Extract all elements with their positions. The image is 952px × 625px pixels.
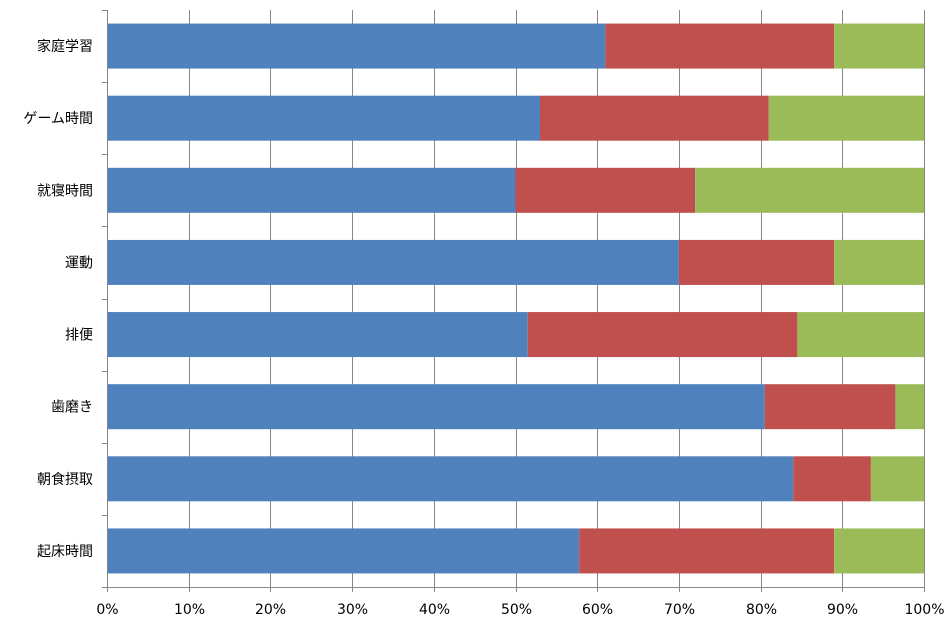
- bar-segment: [605, 23, 835, 69]
- bar-segment: [793, 456, 871, 502]
- bar-segment: [579, 528, 835, 574]
- x-tick-label: 60%: [582, 602, 613, 618]
- bar-segment: [678, 239, 835, 285]
- bar-segment: [870, 456, 924, 502]
- category-label: 歯磨き: [51, 400, 93, 416]
- bar-segment: [107, 528, 580, 574]
- category-label: 排便: [65, 328, 93, 344]
- category-label: 起床時間: [37, 544, 93, 560]
- bar-segment: [107, 95, 541, 141]
- bar-segment: [834, 528, 924, 574]
- category-label: ゲーム時間: [23, 111, 93, 127]
- bar-segment: [834, 239, 924, 285]
- labels: 0% 10% 20% 30% 40% 50% 60% 70% 80% 90% 100% 家庭学習ゲーム…: [23, 38, 944, 618]
- category-label: 就寝時間: [37, 182, 93, 199]
- bar-segment: [768, 95, 924, 141]
- bars: [107, 23, 924, 574]
- x-tick-label: 100%: [904, 602, 944, 618]
- x-tick-label: 80%: [746, 602, 777, 618]
- x-tick-label: 50%: [501, 602, 532, 618]
- bar-segment: [834, 23, 924, 69]
- bar-segment: [764, 384, 896, 430]
- bar-segment: [527, 312, 798, 358]
- x-tick-label: 90%: [827, 602, 858, 618]
- axes: [102, 10, 925, 592]
- bar-segment: [540, 95, 769, 141]
- bar-segment: [895, 384, 924, 430]
- category-label: 家庭学習: [37, 38, 93, 55]
- bar-segment: [107, 312, 528, 358]
- x-tick-label: 20%: [255, 602, 286, 618]
- x-tick-label: 40%: [419, 602, 450, 618]
- x-tick-label: 0%: [96, 602, 118, 618]
- category-label: 運動: [65, 255, 93, 271]
- category-label: 朝食摂取: [37, 471, 93, 488]
- bar-segment: [695, 167, 924, 213]
- bar-segment: [107, 384, 765, 430]
- x-tick-label: 30%: [337, 602, 368, 618]
- bar-segment: [107, 456, 794, 502]
- bar-segment: [515, 167, 696, 213]
- x-tick-label: 70%: [664, 602, 695, 618]
- bar-segment: [107, 23, 606, 69]
- bar-segment: [107, 239, 679, 285]
- bar-segment: [797, 312, 924, 358]
- x-tick-label: 10%: [174, 602, 205, 618]
- bar-segment: [107, 167, 516, 213]
